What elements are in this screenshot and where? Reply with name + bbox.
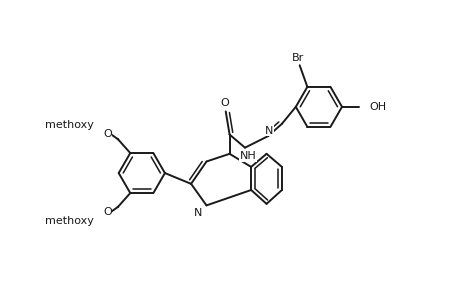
Text: methoxy: methoxy [45,120,94,130]
Text: N: N [194,208,202,218]
Text: Br: Br [291,52,303,63]
Text: O: O [103,207,112,217]
Text: OH: OH [369,102,386,112]
Text: O: O [220,98,229,108]
Text: O: O [103,129,112,139]
Text: methoxy: methoxy [45,216,94,226]
Text: NH: NH [239,151,256,161]
Text: N: N [264,126,273,136]
